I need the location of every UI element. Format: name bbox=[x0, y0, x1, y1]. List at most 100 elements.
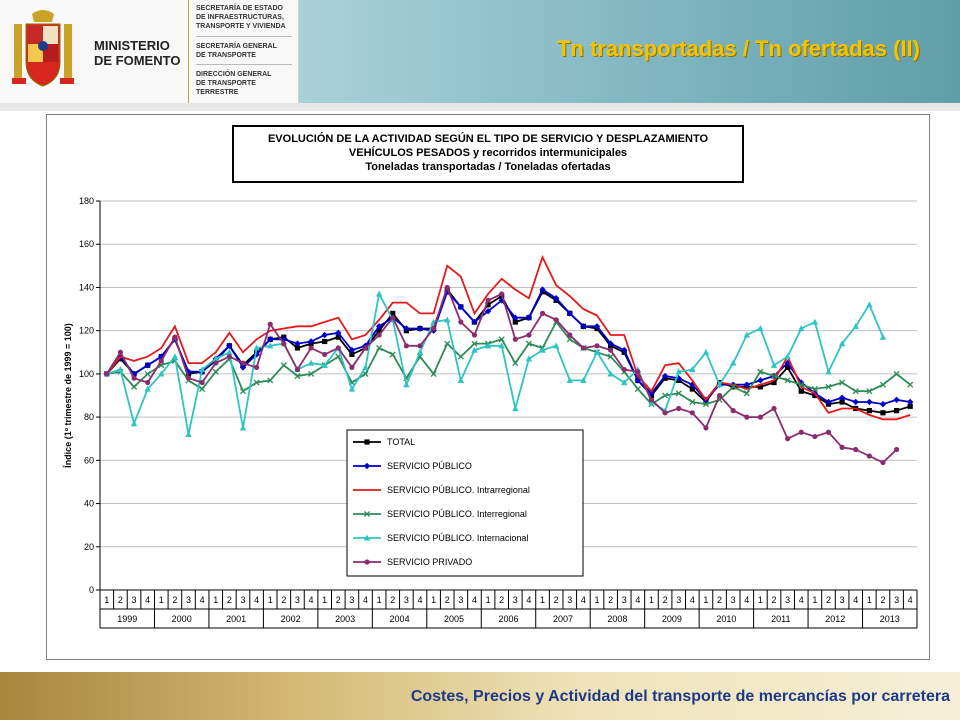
data-point bbox=[512, 314, 519, 321]
data-point bbox=[416, 348, 424, 355]
data-point bbox=[594, 343, 600, 349]
data-point bbox=[689, 398, 696, 406]
quarter-tick-label: 3 bbox=[840, 595, 845, 605]
data-point bbox=[158, 370, 165, 377]
data-point bbox=[675, 390, 682, 397]
year-tick-label: 2006 bbox=[498, 614, 518, 624]
data-point bbox=[661, 372, 669, 380]
data-point bbox=[376, 332, 382, 338]
data-point bbox=[471, 340, 478, 347]
series-line bbox=[106, 320, 911, 406]
data-point bbox=[144, 385, 151, 392]
data-point bbox=[757, 384, 764, 390]
y-tick-label: 160 bbox=[79, 239, 94, 249]
data-point bbox=[444, 284, 450, 291]
data-point bbox=[771, 379, 777, 386]
quarter-tick-label: 2 bbox=[118, 595, 123, 605]
data-point bbox=[621, 379, 628, 386]
data-point bbox=[607, 353, 614, 360]
data-point bbox=[716, 392, 723, 399]
data-point bbox=[294, 366, 301, 373]
data-point bbox=[771, 405, 777, 412]
data-point bbox=[390, 310, 396, 316]
data-point bbox=[185, 431, 192, 437]
chart-title-line: EVOLUCIÓN DE LA ACTIVIDAD SEGÚN EL TIPO … bbox=[268, 132, 709, 145]
quarter-tick-label: 3 bbox=[132, 595, 137, 605]
data-point bbox=[267, 342, 274, 349]
quarter-tick-label: 4 bbox=[581, 595, 586, 605]
data-point bbox=[213, 360, 219, 366]
data-point bbox=[104, 371, 110, 377]
data-point bbox=[307, 359, 315, 366]
data-point bbox=[458, 319, 464, 325]
data-point bbox=[363, 534, 371, 541]
series-line bbox=[106, 254, 911, 421]
data-point bbox=[239, 364, 247, 371]
data-point bbox=[457, 353, 464, 360]
quarter-tick-label: 1 bbox=[159, 595, 164, 605]
quarter-tick-label: 3 bbox=[676, 595, 681, 605]
footer-text: Costes, Precios y Actividad del transpor… bbox=[410, 688, 950, 705]
data-point bbox=[390, 315, 396, 321]
data-point bbox=[880, 410, 886, 416]
data-point bbox=[798, 388, 804, 394]
year-tick-label: 2001 bbox=[226, 614, 246, 624]
legend-box bbox=[346, 429, 584, 577]
data-point bbox=[770, 372, 778, 380]
data-point bbox=[662, 392, 669, 399]
data-point bbox=[676, 405, 682, 412]
y-tick-label: 180 bbox=[79, 196, 94, 206]
quarter-tick-label: 3 bbox=[404, 595, 409, 605]
data-point bbox=[376, 328, 382, 334]
data-point bbox=[634, 385, 641, 393]
data-point bbox=[839, 399, 845, 405]
data-point bbox=[485, 297, 491, 304]
year-tick-label: 2000 bbox=[172, 614, 192, 624]
data-point bbox=[239, 424, 247, 431]
data-point bbox=[662, 410, 668, 416]
quarter-tick-label: 1 bbox=[758, 595, 763, 605]
data-point bbox=[172, 334, 178, 340]
quarter-tick-label: 1 bbox=[213, 595, 218, 605]
quarter-tick-label: 2 bbox=[281, 595, 286, 605]
data-point bbox=[294, 340, 301, 347]
data-point bbox=[744, 414, 750, 420]
quarter-tick-label: 1 bbox=[268, 595, 273, 605]
year-tick-label: 2003 bbox=[335, 614, 355, 624]
data-point bbox=[130, 383, 138, 390]
data-point bbox=[416, 325, 424, 332]
data-point bbox=[716, 381, 723, 388]
quarter-tick-label: 1 bbox=[540, 595, 545, 605]
data-point bbox=[144, 370, 151, 377]
legend-label: SERVICIO PRIVADO bbox=[387, 557, 472, 567]
data-point bbox=[839, 379, 846, 386]
quarter-tick-label: 1 bbox=[649, 595, 654, 605]
data-point bbox=[784, 377, 791, 384]
chart-title-box bbox=[232, 125, 744, 183]
logo-divider bbox=[188, 0, 189, 103]
data-point bbox=[702, 348, 710, 355]
data-point bbox=[785, 436, 791, 442]
data-point bbox=[675, 368, 682, 375]
quarter-tick-label: 2 bbox=[336, 595, 341, 605]
data-point bbox=[703, 425, 709, 431]
data-point bbox=[743, 331, 750, 338]
data-point bbox=[484, 342, 492, 349]
data-point bbox=[525, 355, 533, 362]
data-point bbox=[702, 401, 710, 408]
data-point bbox=[798, 379, 805, 386]
data-point bbox=[294, 345, 301, 351]
quarter-tick-label: 3 bbox=[894, 595, 899, 605]
data-point bbox=[253, 344, 260, 351]
data-point bbox=[471, 318, 478, 326]
data-point bbox=[322, 338, 328, 345]
data-point bbox=[226, 348, 233, 355]
quarter-tick-label: 2 bbox=[172, 595, 177, 605]
series-group bbox=[103, 290, 887, 437]
data-point bbox=[376, 344, 383, 352]
quarter-tick-label: 2 bbox=[499, 595, 504, 605]
data-point bbox=[294, 372, 301, 380]
year-tick-label: 2005 bbox=[444, 614, 464, 624]
data-point bbox=[389, 351, 396, 358]
data-point bbox=[879, 333, 887, 340]
